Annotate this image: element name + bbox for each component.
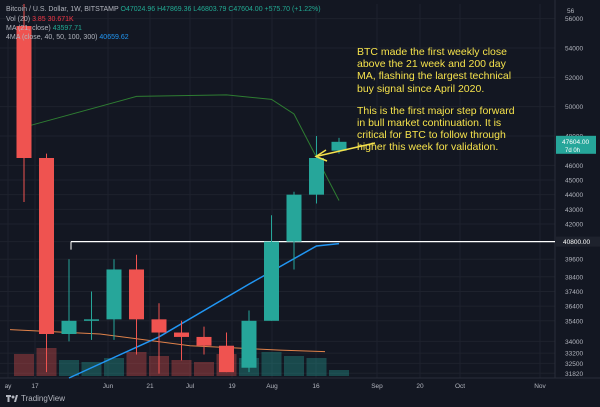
legend-symbol: Bitcoin / U.S. Dollar, 1W, BITSTAMP O470… [6, 6, 321, 13]
candle-body [286, 194, 302, 242]
time-tick-label: Jun [103, 383, 114, 390]
price-axis-top-label: 56 [567, 8, 575, 15]
resistance-price-box [556, 236, 600, 247]
volume-bar [284, 356, 304, 376]
volume-bar [59, 360, 79, 376]
price-tick-label: 32500 [565, 361, 583, 368]
last-price-badge [556, 135, 596, 154]
candle-body [309, 158, 324, 195]
resistance-price-label: 40800.00 [563, 239, 590, 246]
ohlc-values: O47024.96 H47869.36 L46803.79 C47604.00 … [120, 6, 321, 13]
price-tick-label: 31820 [565, 371, 583, 378]
candle-body [196, 336, 212, 346]
candle-body [61, 320, 77, 334]
candle-body [264, 241, 279, 321]
candle-body [151, 319, 167, 333]
legend-volume: Vol (20) 3.85 30.671K [6, 16, 74, 23]
candle-body [331, 141, 347, 151]
candle-body [174, 332, 189, 337]
volume-bar [261, 352, 282, 376]
legend-4ma: 4MA (close, 40, 50, 100, 300) 40659.62 [6, 34, 129, 41]
last-price-label: 47604.00 [562, 139, 589, 146]
ma4-label: 4MA (close, 40, 50, 100, 300) [6, 34, 98, 41]
price-tick-label: 42000 [565, 222, 583, 229]
volume-bar [194, 362, 214, 376]
price-tick-label: 43000 [565, 207, 583, 214]
candle-body [129, 269, 144, 320]
time-tick-label: Nov [534, 383, 546, 390]
annotation-text: BTC made the first weekly close above th… [357, 46, 525, 164]
price-tick-label: 56000 [565, 16, 583, 23]
volume-bar [306, 358, 327, 376]
candle-body [16, 26, 32, 158]
annotation-paragraph-1: BTC made the first weekly close above th… [357, 46, 512, 95]
time-tick-label: 19 [228, 383, 236, 390]
candle-body [219, 345, 234, 373]
price-tick-label: 44000 [565, 192, 583, 199]
candle-body [241, 320, 257, 368]
price-tick-label: 35400 [565, 318, 583, 325]
vol-label: Vol (20) [6, 16, 31, 23]
price-tick-label: 50000 [565, 104, 583, 111]
countdown-label: 7d 0h [565, 148, 580, 154]
volume-bar [14, 354, 34, 376]
price-tick-label: 33200 [565, 351, 583, 358]
time-tick-label: 20 [416, 383, 424, 390]
legend-ma21: MA (21, close) 43597.71 [6, 25, 82, 32]
time-tick-label: ay [5, 383, 13, 390]
tradingview-logo[interactable]: TradingView [6, 394, 65, 403]
bottom-bar: TradingView [0, 393, 600, 407]
orange-ma-line [9, 329, 326, 353]
tradingview-name: TradingView [21, 394, 66, 403]
volume-bar [104, 358, 124, 376]
price-tick-label: 37400 [565, 289, 583, 296]
price-tick-label: 36400 [565, 304, 583, 311]
time-tick-label: Aug [266, 383, 278, 390]
time-tick-label: Sep [371, 383, 383, 390]
vol-values: 3.85 30.671K [32, 16, 74, 23]
price-tick-label: 39600 [565, 257, 583, 264]
ma4-line [68, 242, 340, 379]
time-tick-label: 16 [312, 383, 320, 390]
time-tick-label: Oct [455, 383, 465, 390]
ma4-value: 40659.62 [99, 34, 129, 41]
price-tick-label: 54000 [565, 46, 583, 53]
ma-value: 43597.71 [52, 25, 82, 32]
annotation-arrowhead [314, 149, 328, 162]
price-tick-label: 34000 [565, 339, 583, 346]
volume-bar [329, 370, 349, 376]
time-tick-label: 17 [31, 383, 39, 390]
tradingview-logo-icon [6, 395, 18, 402]
candle-body [84, 319, 99, 321]
annotation-arrow [317, 142, 376, 157]
volume-bar [171, 360, 192, 376]
ma-label: MA (21, close) [6, 25, 51, 32]
ma21-line [23, 94, 340, 201]
volume-bar [126, 352, 147, 376]
annotation-paragraph-2: This is the first major step forward in … [357, 104, 515, 154]
price-tick-label: 52000 [565, 75, 583, 82]
symbol-line: Bitcoin / U.S. Dollar, 1W, BITSTAMP [6, 6, 119, 13]
time-tick-label: Jul [186, 383, 195, 390]
time-tick-label: 21 [146, 383, 154, 390]
price-tick-label: 45000 [565, 178, 583, 185]
price-tick-label: 38400 [565, 274, 583, 281]
candle-body [106, 269, 122, 320]
candle-body [39, 158, 54, 334]
price-tick-label: 46000 [565, 163, 583, 170]
